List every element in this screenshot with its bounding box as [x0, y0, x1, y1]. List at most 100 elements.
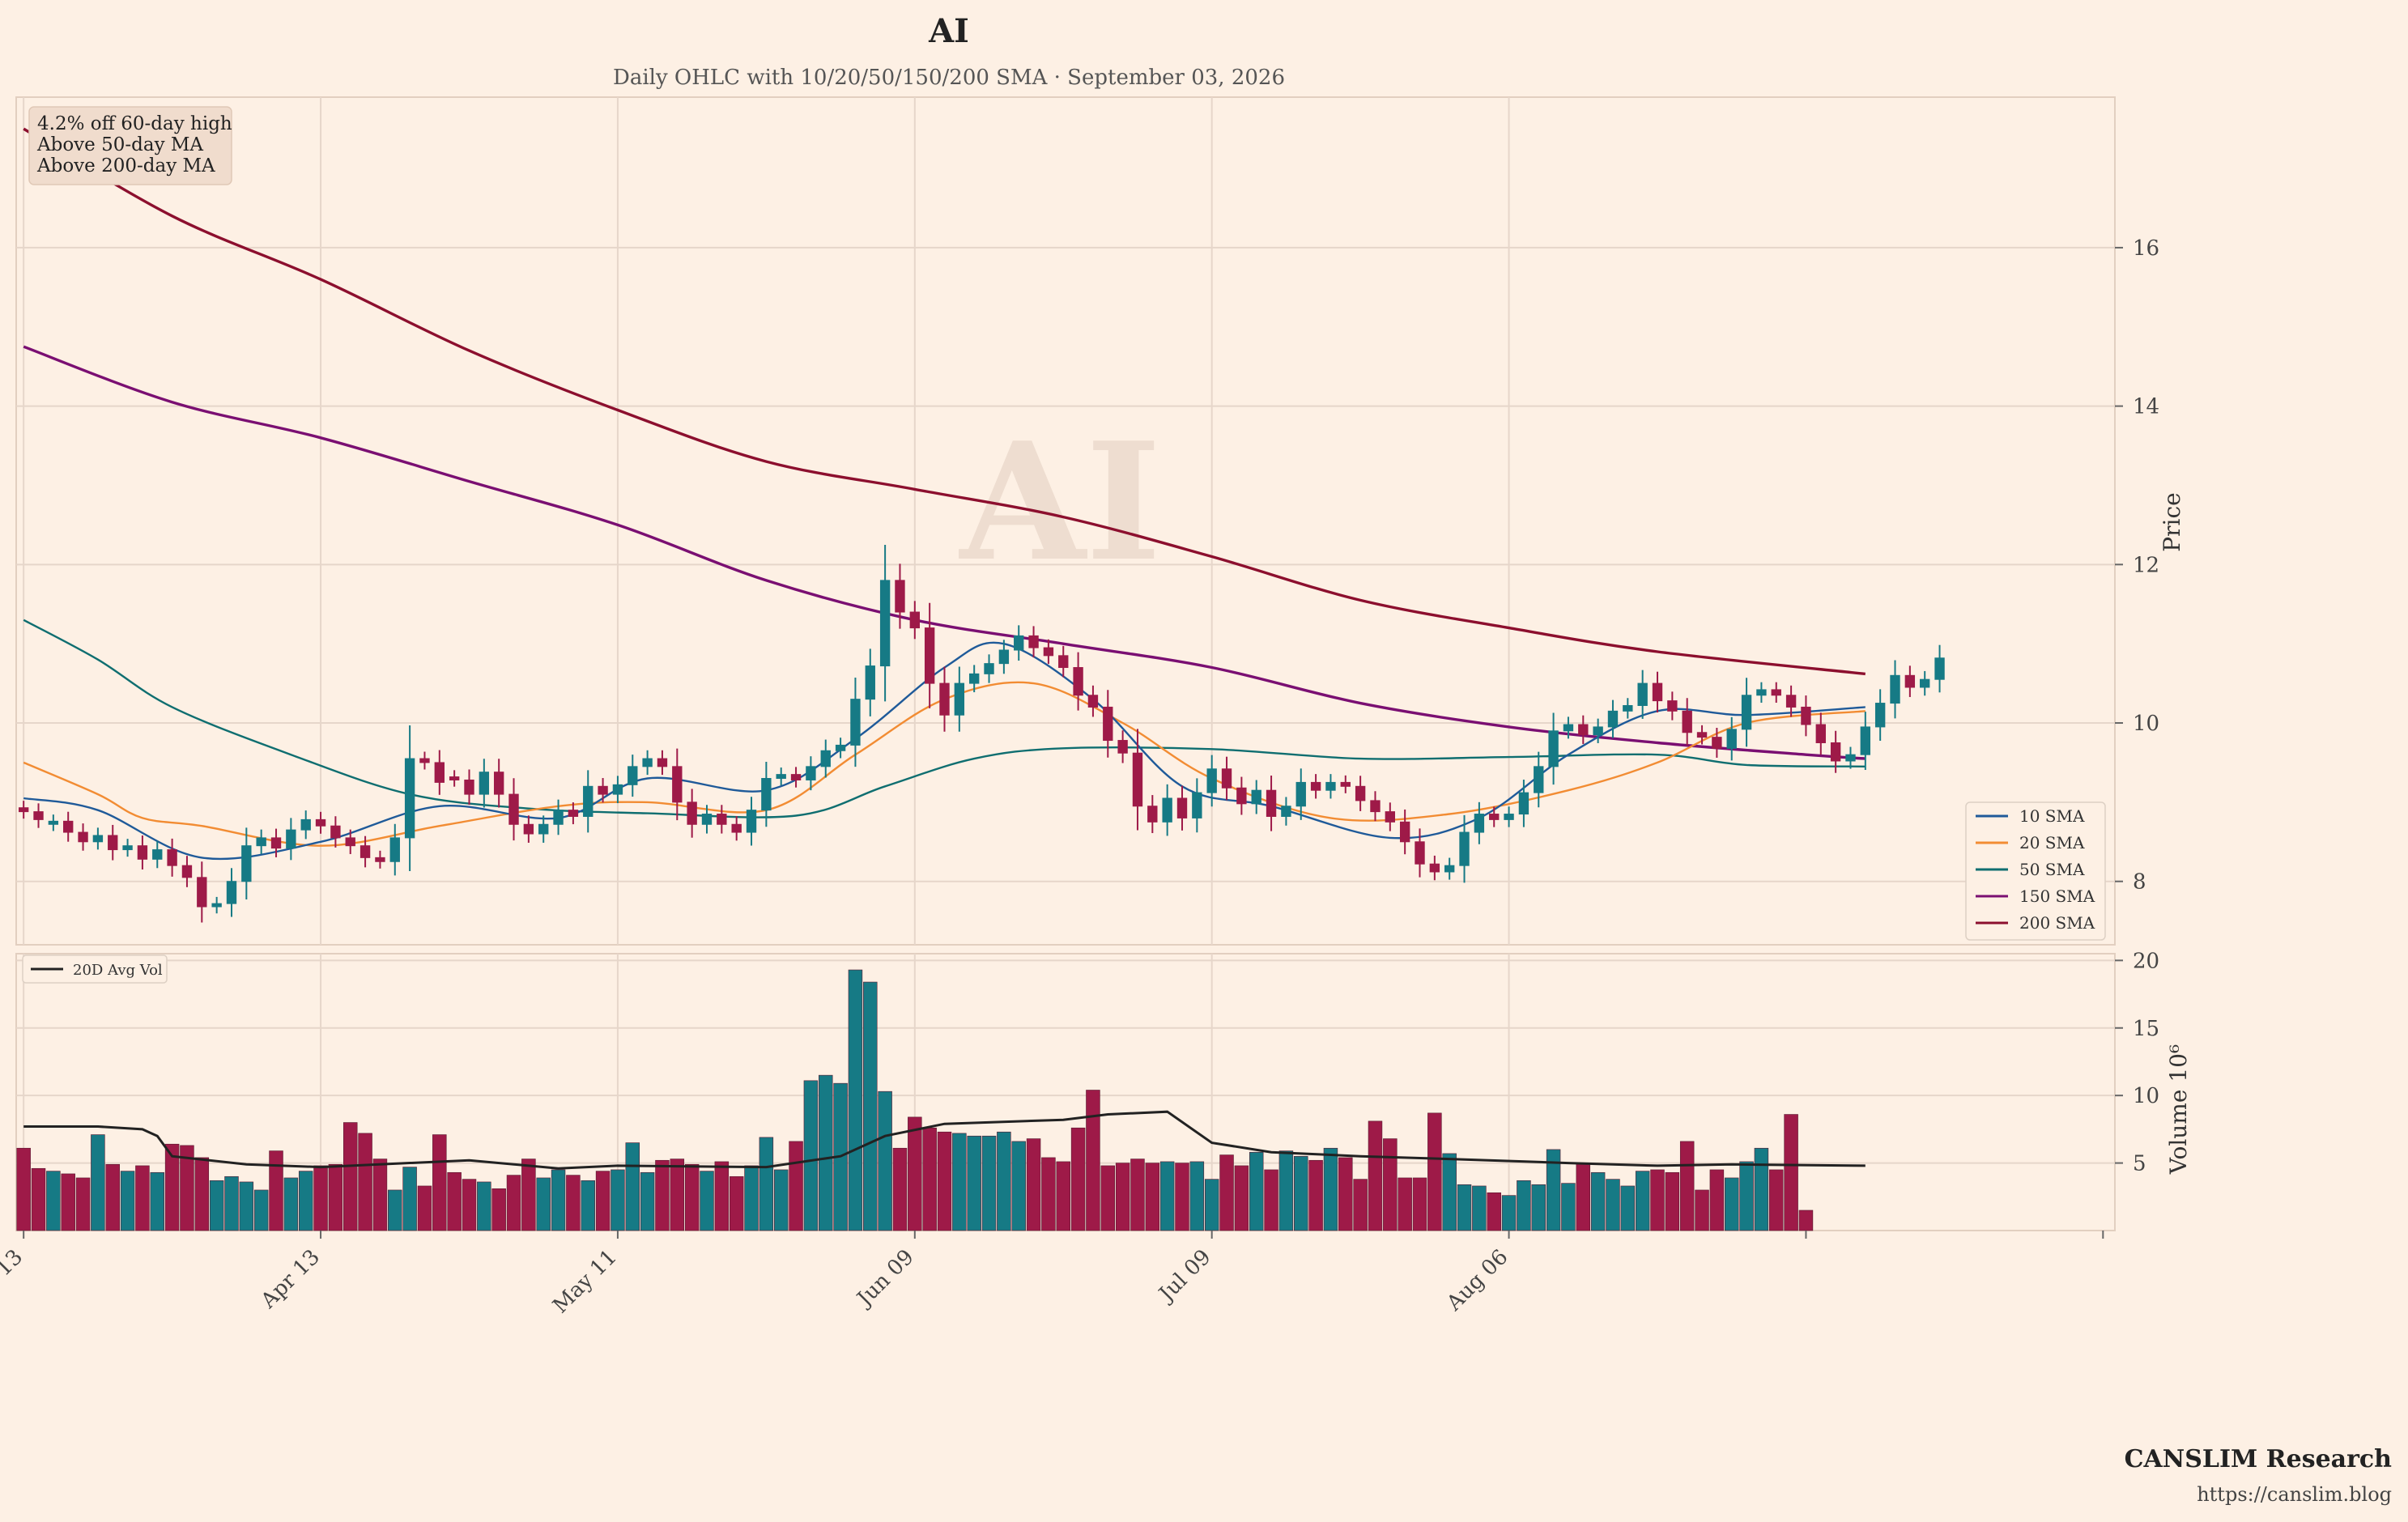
candle-body — [1652, 682, 1663, 702]
candle-body — [538, 823, 549, 835]
volume-bar — [1769, 1169, 1784, 1231]
candle-body — [1058, 655, 1069, 669]
candle-body — [1726, 729, 1737, 749]
candle-body — [895, 580, 905, 613]
candle-body — [628, 766, 638, 785]
volume-bar — [372, 1159, 388, 1231]
volume-bar — [402, 1167, 417, 1231]
candle-body — [286, 829, 296, 849]
volume-bar — [343, 1122, 358, 1231]
volume-bar — [759, 1137, 774, 1231]
candle-body — [984, 663, 994, 674]
volume-bar — [1754, 1147, 1769, 1231]
volume-bar — [595, 1171, 611, 1231]
candle-body — [1860, 726, 1871, 755]
candle-body — [1696, 732, 1708, 738]
candle-body — [865, 665, 875, 700]
volume-bar — [313, 1165, 328, 1231]
volume-bar — [491, 1188, 506, 1231]
volume-bar — [1011, 1141, 1026, 1231]
candle-body — [1117, 740, 1128, 754]
candle-body — [1295, 781, 1306, 807]
candle-body — [1489, 814, 1500, 820]
volume-bar — [1695, 1189, 1709, 1231]
volume-bar — [1531, 1184, 1546, 1231]
info-line-0: 4.2% off 60-day high — [37, 113, 232, 134]
info-box: 4.2% off 60-day high Above 50-day MA Abo… — [28, 106, 232, 185]
candle-body — [1266, 789, 1277, 817]
volume-bar — [1576, 1163, 1591, 1231]
candle-body — [241, 845, 252, 882]
chart-title: AI — [928, 12, 969, 50]
legend-label: 50 SMA — [2019, 860, 2085, 879]
sma-legend-frame — [1965, 801, 2106, 941]
volume-bar — [878, 1090, 892, 1231]
volume-bar — [1100, 1165, 1116, 1231]
candle-body — [1667, 700, 1678, 712]
volume-bar — [1561, 1183, 1576, 1231]
volume-axis-label: Volume 10⁶ — [2165, 1044, 2192, 1175]
candle-body — [612, 784, 623, 795]
volume-bar — [1219, 1154, 1234, 1231]
candle-body — [315, 818, 326, 827]
candle-body — [1563, 724, 1574, 732]
volume-bar — [908, 1116, 922, 1231]
candle-body — [954, 682, 965, 716]
candle-body — [1087, 695, 1099, 708]
sma-200-line — [23, 127, 1866, 676]
sma-legend: 10 SMA 20 SMA 50 SMA 150 SMA 200 SMA — [1965, 801, 2106, 941]
price-axis: 8 10 12 14 16 — [2115, 236, 2159, 895]
volume-legend-frame — [22, 954, 168, 984]
volume-bar — [1398, 1177, 1412, 1231]
brand-url[interactable]: https://canslim.blog — [2197, 1483, 2392, 1506]
candle-body — [1682, 710, 1692, 733]
volume-bar — [1546, 1149, 1561, 1231]
candle-body — [479, 772, 490, 795]
candle-body — [909, 611, 920, 629]
volume-bar — [224, 1176, 239, 1231]
info-line-2: Above 200-day MA — [36, 155, 215, 176]
volume-bar — [1353, 1179, 1368, 1231]
candle-body — [78, 831, 88, 843]
candle-body — [1176, 797, 1188, 818]
volume-bar — [1086, 1090, 1100, 1231]
candle-body — [108, 835, 118, 851]
candle-body — [1385, 811, 1396, 823]
volume-bar — [967, 1135, 981, 1231]
candle-body — [1518, 792, 1529, 815]
candle-body — [1830, 742, 1841, 762]
volume-bar — [209, 1180, 224, 1231]
avg-volume-path — [23, 1110, 1866, 1170]
candle-body — [761, 778, 772, 811]
candle-body — [879, 580, 891, 667]
volume-bar — [1517, 1180, 1531, 1231]
volume-bar — [105, 1163, 120, 1231]
candle-body — [568, 810, 579, 817]
brand-name: CANSLIM Research — [2125, 1445, 2393, 1473]
volume-bar — [135, 1165, 150, 1231]
volume-bar — [1427, 1112, 1442, 1231]
candle-body — [642, 758, 653, 767]
volume-bar — [1026, 1138, 1041, 1231]
volume-bar — [684, 1163, 700, 1231]
volume-bar — [803, 1080, 819, 1231]
candle-body — [1028, 635, 1039, 648]
candle-body — [1162, 797, 1172, 823]
volume-axis: 5 10 15 20 — [2115, 949, 2159, 1176]
volume-bar — [1679, 1141, 1695, 1231]
volume-bar — [1739, 1161, 1754, 1231]
candle-body — [197, 877, 207, 908]
candle-body — [1014, 635, 1024, 651]
volume-bar — [536, 1177, 551, 1231]
candle-body — [1206, 768, 1217, 793]
price-axis-label: Price — [2159, 492, 2185, 551]
volume-bar — [789, 1141, 803, 1231]
volume-bar — [1724, 1177, 1739, 1231]
volume-bar — [700, 1171, 714, 1231]
candle-body — [1607, 710, 1619, 728]
volume-bar — [1635, 1171, 1650, 1231]
candle-body — [790, 774, 802, 780]
volume-bar — [447, 1171, 462, 1231]
